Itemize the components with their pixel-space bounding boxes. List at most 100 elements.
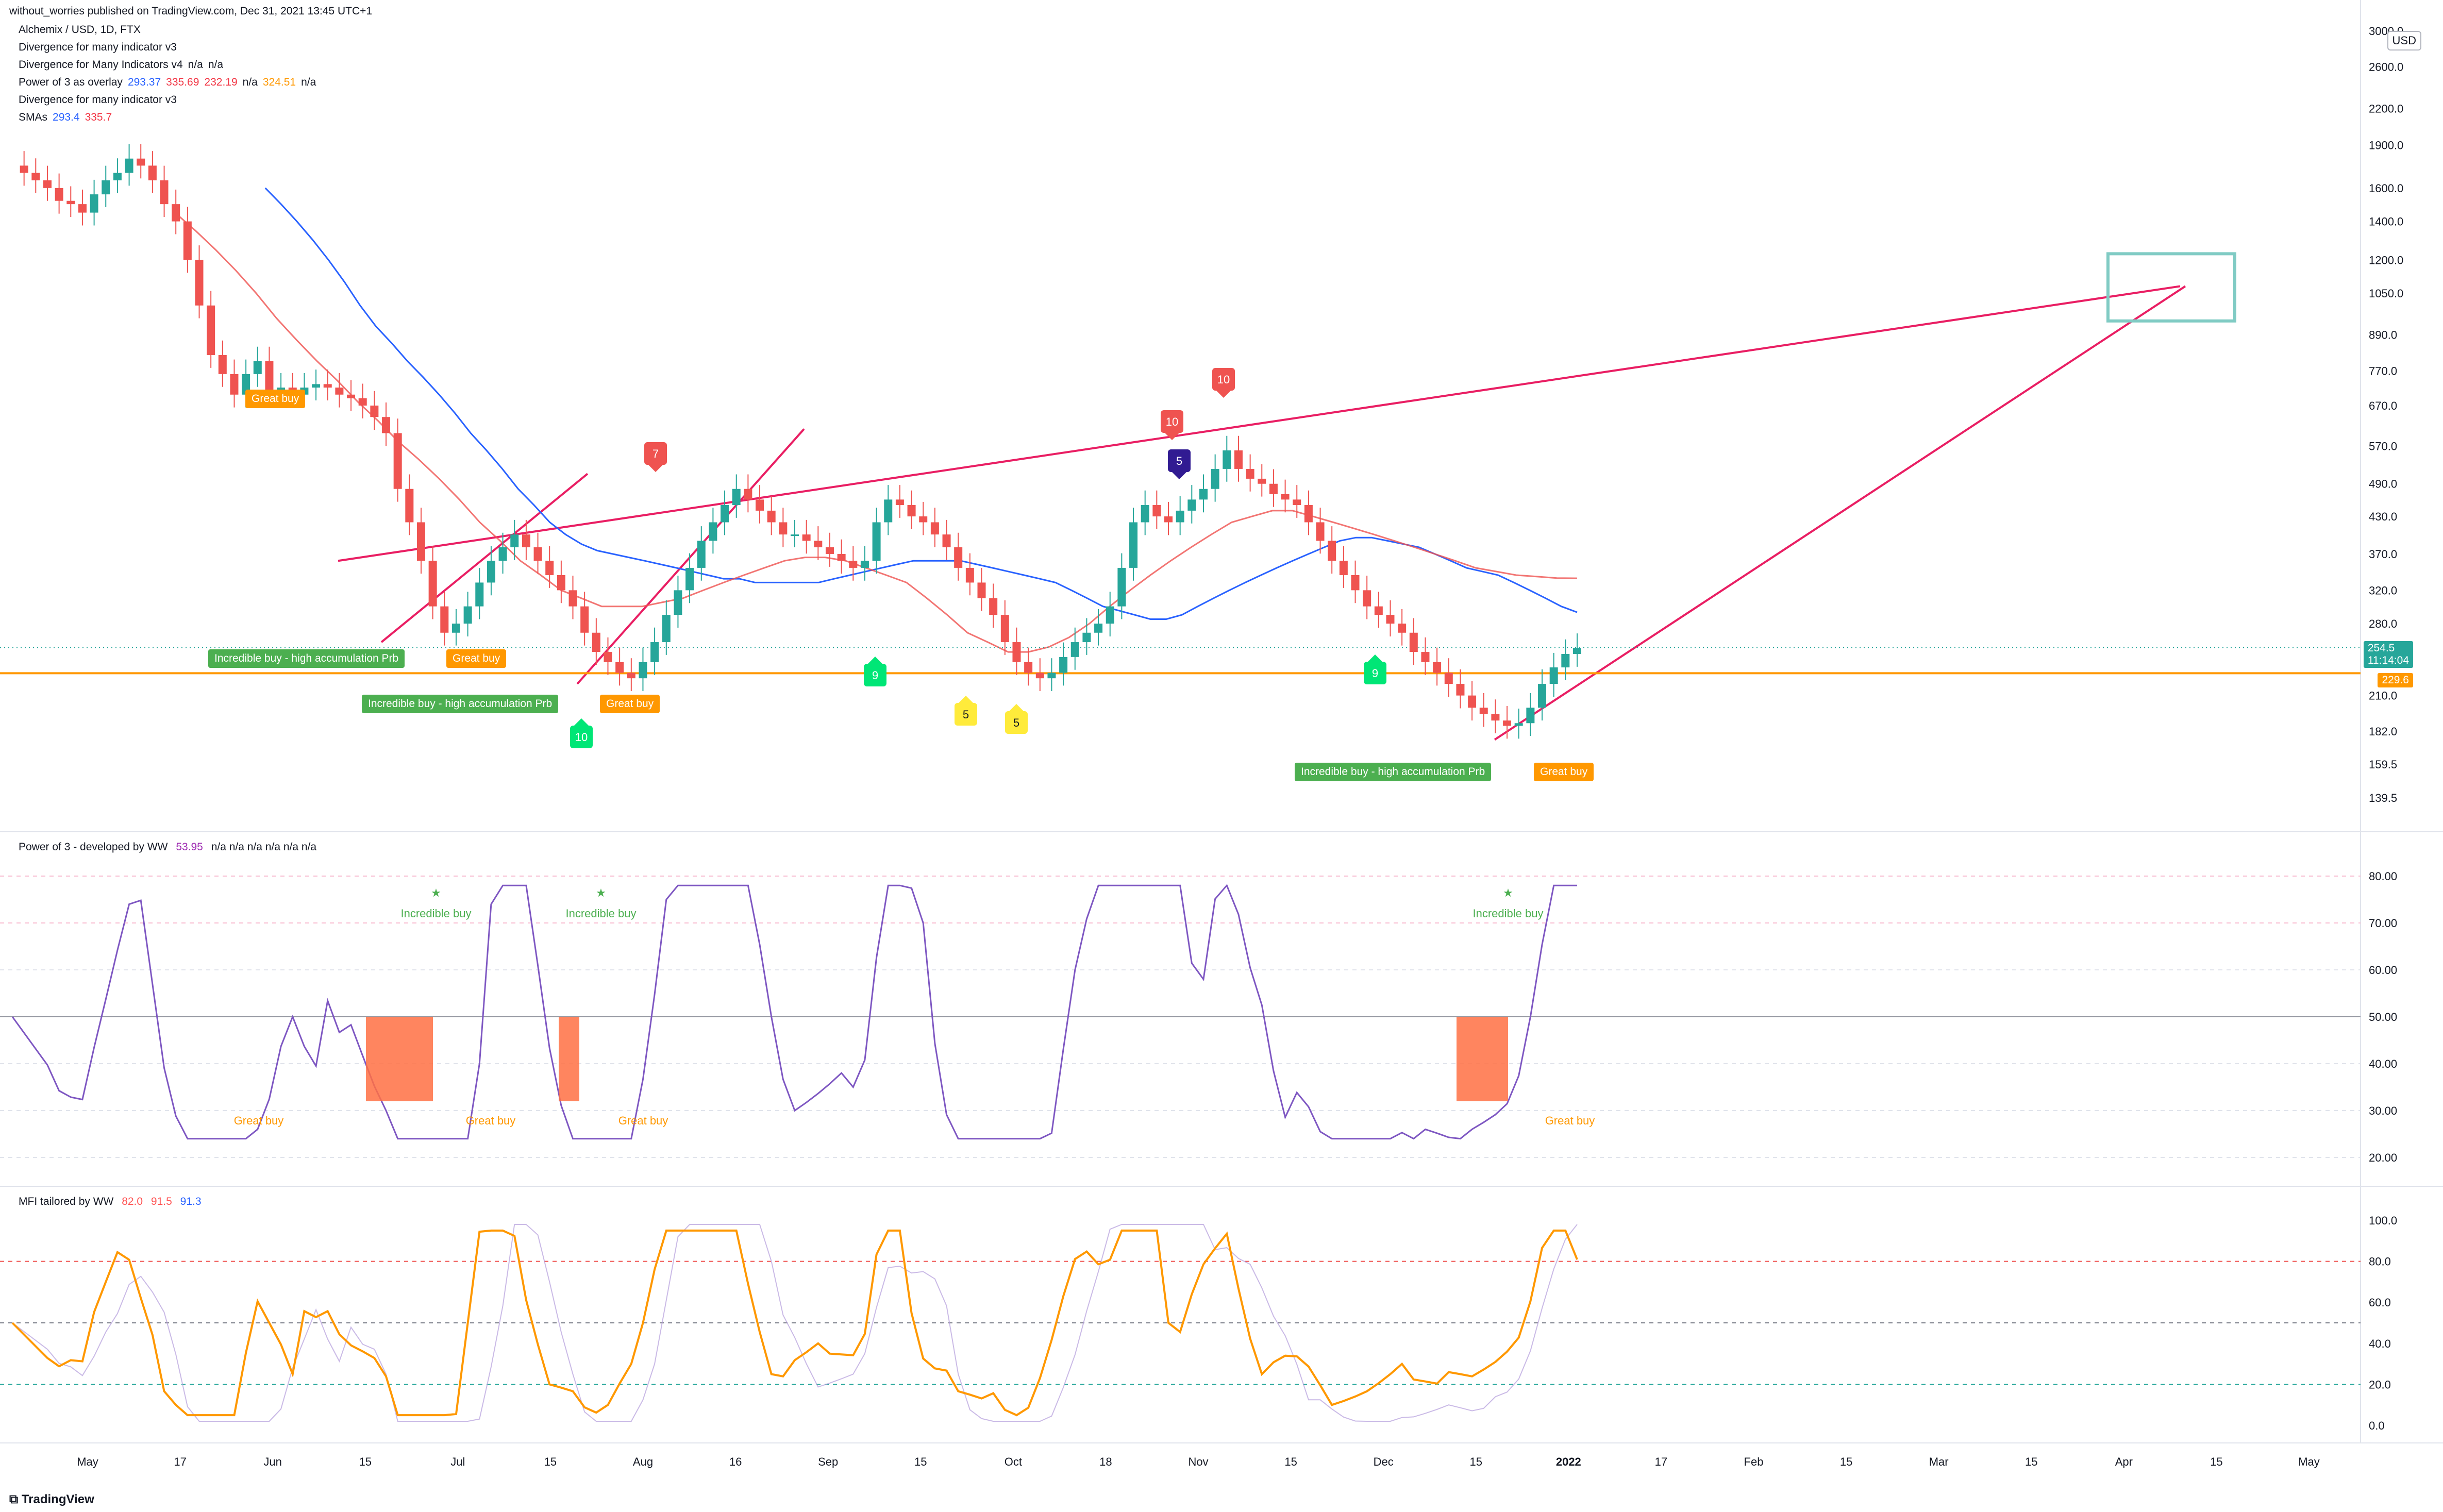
sell-count-marker: 5 — [1168, 449, 1191, 479]
sell-count-marker: 10 — [1212, 368, 1235, 398]
marker-label: 10 — [1217, 373, 1230, 386]
candle-body — [954, 547, 963, 568]
star-icon: ★ — [1503, 886, 1513, 899]
candle-body — [895, 499, 904, 506]
price-tick-label: 182.0 — [2369, 725, 2397, 738]
candle-body — [1538, 684, 1547, 708]
candle-body — [1293, 499, 1301, 506]
pane3-title: MFI tailored by WW — [19, 1196, 114, 1207]
candle-body — [1246, 468, 1254, 479]
candle-body — [1164, 516, 1173, 523]
indicator-legend-row[interactable]: Divergence for Many Indicators v4 n/a n/a — [19, 59, 228, 71]
marker-box — [570, 726, 593, 748]
candle-body — [125, 158, 133, 173]
time-tick-label: Mar — [1929, 1455, 1949, 1468]
candle-body — [43, 180, 52, 188]
price-tick-label: 490.0 — [2369, 478, 2397, 491]
currency-button[interactable]: USD — [2387, 31, 2421, 51]
indicator-legend-row[interactable]: Divergence for many indicator v3 — [19, 41, 182, 54]
mfi-legend[interactable]: MFI tailored by WW 82.0 91.5 91.3 — [19, 1196, 207, 1208]
marker-arrow — [1009, 704, 1024, 711]
marker-arrow — [1216, 391, 1231, 398]
candle-body — [639, 662, 647, 679]
incredible-buy-badge[interactable]: Incredible buy - high accumulation Prb — [208, 649, 405, 668]
incredible-buy-badge[interactable]: Incredible buy - high accumulation Prb — [1295, 763, 1492, 781]
indicator-legend-row[interactable]: Power of 3 as overlay 293.37 335.69 232.19 n… — [19, 76, 321, 89]
power-of-3-pane[interactable]: Incredible buy ★ Incredible buy ★ Incredible… — [0, 876, 2361, 1158]
pane2-tick-label: 20.00 — [2369, 1151, 2397, 1164]
trendline-segment — [380, 473, 589, 643]
candle-body — [113, 173, 122, 180]
price-tick-label: 890.0 — [2369, 328, 2397, 341]
candle-body — [872, 522, 881, 561]
time-tick-label: 15 — [359, 1455, 372, 1468]
pane2-tick-label: 80.00 — [2369, 870, 2397, 883]
marker-label: 5 — [963, 708, 969, 721]
indicator-value: n/a — [301, 76, 316, 88]
candle-body — [160, 180, 169, 205]
candle-body — [1258, 478, 1266, 484]
candle-body — [78, 204, 87, 213]
candle-body — [1269, 483, 1278, 494]
time-tick-label: 16 — [729, 1455, 742, 1468]
candle-body — [1117, 567, 1126, 607]
candle-body — [207, 305, 215, 356]
time-tick-label: Aug — [633, 1455, 653, 1468]
time-tick-label: 15 — [1470, 1455, 1482, 1468]
power-of-3-legend[interactable]: Power of 3 - developed by WW 53.95 n/a n… — [19, 841, 322, 853]
star-icon: ★ — [596, 886, 606, 899]
sell-count-marker: 7 — [644, 442, 667, 472]
time-tick-label: Oct — [1005, 1455, 1022, 1468]
great-buy-badge[interactable]: Great buy — [245, 390, 306, 408]
candle-body — [545, 561, 554, 575]
indicator-value: 293.37 — [127, 76, 161, 88]
marker-arrow — [1172, 472, 1186, 479]
great-buy-label: Great buy — [618, 1114, 668, 1127]
candle-body — [31, 173, 40, 180]
candle-body — [650, 642, 659, 662]
sell-count-marker: 10 — [1161, 410, 1183, 440]
price-tick-label: 670.0 — [2369, 399, 2397, 412]
marker-box — [1005, 711, 1028, 734]
time-tick-label: Dec — [1374, 1455, 1394, 1468]
marker-box — [864, 664, 886, 686]
candle-body — [860, 561, 869, 568]
candle-body — [756, 499, 764, 511]
candle-body — [370, 405, 379, 417]
candle-body — [1479, 708, 1488, 714]
indicator-legend-row[interactable]: Divergence for many indicator v3 — [19, 94, 182, 106]
candle-body — [1012, 642, 1021, 662]
candle-body — [1433, 662, 1442, 673]
time-tick-label: 15 — [1284, 1455, 1297, 1468]
candle-body — [697, 541, 706, 568]
signal-markers: 7 10 10 5 10 9 5 5 9 — [570, 368, 1386, 748]
price-tick-label: 210.0 — [2369, 690, 2397, 702]
indicator-legend-row[interactable]: SMAs 293.4 335.7 — [19, 111, 117, 124]
candle-body — [172, 204, 180, 222]
great-buy-badge[interactable]: Great buy — [600, 695, 660, 713]
candle-body — [1526, 708, 1535, 724]
candle-body — [1409, 632, 1418, 652]
pane2-tick-label: 50.00 — [2369, 1011, 2397, 1023]
price-pane[interactable]: 7 10 10 5 10 9 5 5 9 — [0, 144, 2361, 748]
price-tick-label: 370.0 — [2369, 548, 2397, 561]
pane2-tick-label: 60.00 — [2369, 964, 2397, 977]
candle-body — [1398, 624, 1407, 633]
candle-body — [685, 567, 694, 591]
candle-body — [732, 489, 741, 506]
great-buy-badge[interactable]: Great buy — [446, 649, 507, 668]
candle-body — [965, 567, 974, 583]
resistance-trendline — [338, 285, 2181, 562]
candle-body — [1363, 590, 1371, 607]
great-buy-badge[interactable]: Great buy — [1534, 763, 1594, 781]
candle-body — [393, 433, 402, 489]
price-tick-label: 280.0 — [2369, 617, 2397, 630]
mfi-pane[interactable] — [0, 1224, 2361, 1422]
time-tick-label: 17 — [174, 1455, 186, 1468]
tradingview-logo[interactable]: ⧉ TradingView — [9, 1492, 94, 1507]
candle-body — [767, 510, 776, 523]
mfi-signal-line — [12, 1224, 1578, 1422]
incredible-buy-badge[interactable]: Incredible buy - high accumulation Prb — [362, 695, 559, 713]
price-tick-label: 1600.0 — [2369, 182, 2403, 195]
